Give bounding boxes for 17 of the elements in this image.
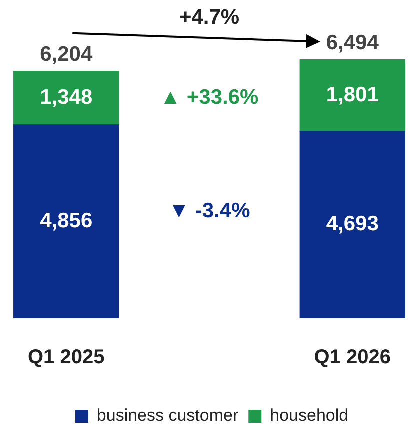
x-tick-label: Q1 2026: [314, 346, 392, 369]
legend-label: business customer: [96, 406, 239, 426]
annotation: ▲ +33.6%: [160, 86, 260, 109]
bar: [300, 131, 406, 318]
legend-label: household: [270, 406, 349, 426]
total-label: 6,494: [326, 32, 380, 55]
bar: [300, 60, 406, 132]
bar: [14, 71, 120, 126]
data-label: 1,801: [326, 83, 380, 106]
data-label: 4,693: [326, 212, 379, 236]
data-label: 4,856: [40, 209, 93, 232]
annotation: ▼ -3.4%: [168, 199, 251, 222]
data-label: 1,348: [40, 86, 93, 109]
text: +4.7%: [179, 6, 240, 29]
x-tick-label: Q1 2025: [28, 346, 105, 369]
bar: [14, 124, 120, 318]
total-label: 6,204: [40, 43, 93, 66]
